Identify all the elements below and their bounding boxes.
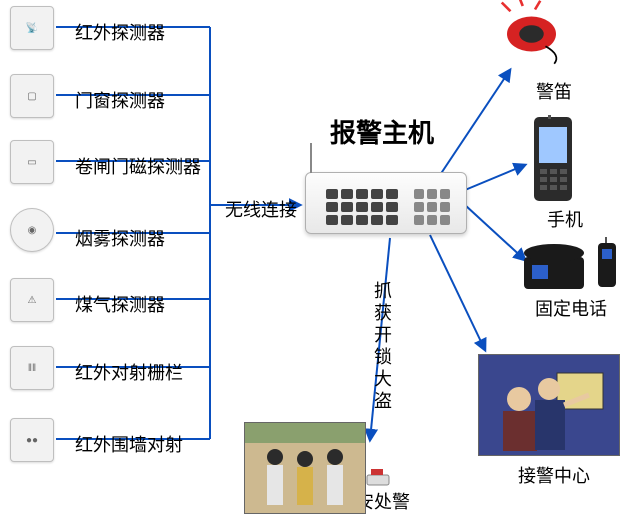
diagram-title: 报警主机 — [330, 113, 434, 150]
monitor-center-photo — [478, 354, 620, 456]
sensor-label-door-window: 门窗探测器 — [75, 87, 165, 113]
sensor-gas: ⚠ — [10, 278, 54, 322]
alarm-host — [305, 172, 467, 234]
sensor-door-window: ▢ — [10, 74, 54, 118]
output-label-landline: 固定电话 — [535, 295, 607, 321]
ir-fence-icon: ‖‖ — [10, 346, 54, 390]
landline-icon — [520, 235, 630, 300]
sensor-smoke: ◉ — [10, 208, 54, 252]
link-label: 无线连接 — [225, 196, 297, 222]
alarm-host-icon — [305, 172, 467, 234]
siren-icon — [500, 4, 570, 64]
output-label-mobile: 手机 — [547, 206, 583, 232]
ir-perimeter-icon: ●● — [10, 418, 54, 462]
sensor-label-gas: 煤气探测器 — [75, 291, 165, 317]
arrest-photo — [244, 422, 366, 514]
pir-icon: 📡 — [10, 6, 54, 50]
output-label-siren: 警笛 — [536, 78, 572, 104]
sensor-label-ir-fence: 红外对射栅栏 — [75, 359, 183, 385]
door-window-icon: ▢ — [10, 74, 54, 118]
mobile-phone-icon — [528, 115, 578, 210]
sensor-ir-detector: 📡 — [10, 6, 54, 50]
shutter-mag-icon: ▭ — [10, 140, 54, 184]
smoke-icon: ◉ — [10, 208, 54, 252]
sensor-label-smoke: 烟雾探测器 — [75, 225, 165, 251]
sensor-label-ir-detector: 红外探测器 — [75, 19, 165, 45]
gas-icon: ⚠ — [10, 278, 54, 322]
arrest-caption: 抓获开锁大盗 — [374, 280, 394, 412]
sensor-label-shutter-mag: 卷闸门磁探测器 — [75, 153, 201, 179]
sensor-shutter-mag: ▭ — [10, 140, 54, 184]
output-label-monitor: 接警中心 — [518, 462, 590, 488]
sensor-ir-fence: ‖‖ — [10, 346, 54, 390]
sensor-ir-perimeter: ●● — [10, 418, 54, 462]
sensor-label-ir-perimeter: 红外围墙对射 — [75, 431, 183, 457]
